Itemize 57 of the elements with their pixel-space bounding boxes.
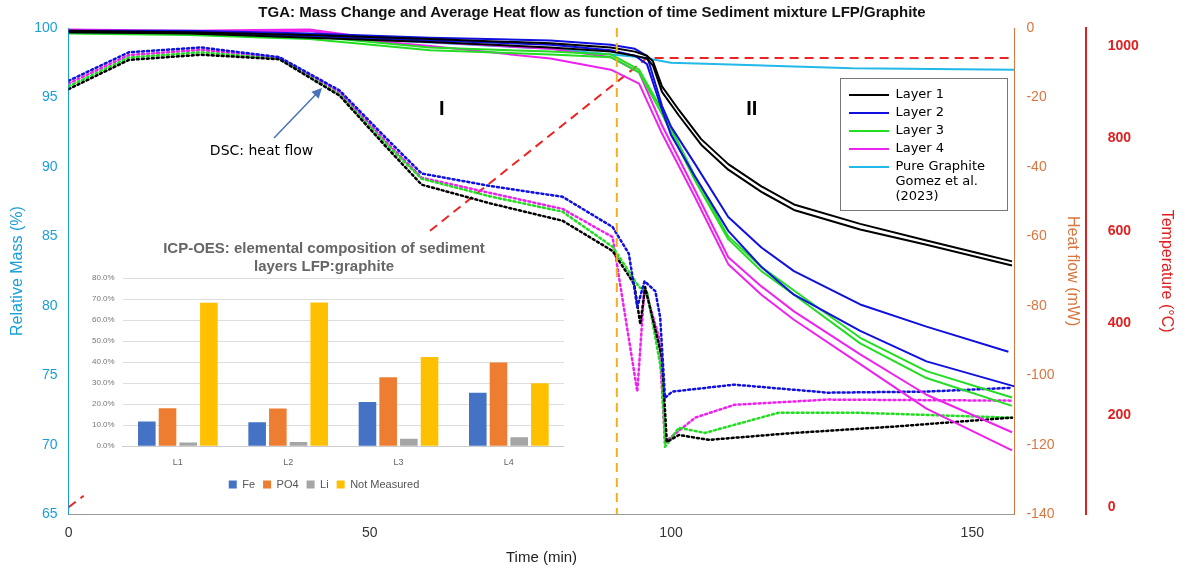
y-tick-label: 100 <box>34 18 58 35</box>
y-tick-label: 80 <box>41 296 58 313</box>
y2-tick-label: -40 <box>1026 157 1047 174</box>
legend-label: Layer 3 <box>895 122 945 137</box>
chart-title: ICP-OES: elemental composition of sediment layers LFP:graphite <box>163 239 485 275</box>
y3-tick-label: 600 <box>1107 221 1132 238</box>
y-tick-label: 0.0% <box>96 441 115 451</box>
y-tick-label: 60.0% <box>92 315 115 325</box>
x-tick-label: 100 <box>659 524 683 541</box>
chart-title: TGA: Mass Change and Average Heat flow as function of time Sediment mixture LFP/Graphite <box>258 3 926 21</box>
legend-label: PO4 <box>276 477 299 490</box>
y-tick-label: 95 <box>41 88 58 105</box>
x-tick-label: 150 <box>960 524 985 541</box>
y2-tick-label: -20 <box>1026 88 1047 105</box>
y-tick-label: 50.0% <box>92 336 115 346</box>
x-tick-label: 50 <box>362 524 378 541</box>
legend-label: Pure Graphite Gomez et al. (2023) <box>895 158 987 203</box>
y-tick-label: 30.0% <box>92 378 115 388</box>
legend-label: Layer 4 <box>895 140 945 155</box>
y-tick-label: 90 <box>41 157 58 174</box>
y2-tick-label: -80 <box>1026 296 1047 313</box>
y2-tick-label: 0 <box>1026 18 1035 35</box>
y-tick-label: 80.0% <box>92 273 115 283</box>
y3-tick-label: 800 <box>1107 129 1132 146</box>
x-tick-label: L1 <box>172 457 183 468</box>
y2-axis-title: Heat flow (mW) <box>1064 215 1082 327</box>
y-tick-label: 85 <box>41 227 58 244</box>
legend-label: Layer 2 <box>895 104 945 119</box>
y-tick-label: 20.0% <box>92 399 115 409</box>
x-tick-label: L4 <box>503 457 514 468</box>
y2-tick-label: -100 <box>1026 366 1055 383</box>
x-tick-label: 0 <box>64 524 73 541</box>
annotation: I <box>439 96 445 120</box>
annotation: II <box>746 96 758 120</box>
x-tick-label: L3 <box>393 457 404 468</box>
legend-label: Layer 1 <box>895 86 945 101</box>
annotation: DSC: heat flow <box>209 141 314 158</box>
y3-tick-label: 0 <box>1107 498 1116 515</box>
legend-label: Fe <box>242 477 256 490</box>
y-tick-label: 75 <box>41 366 58 383</box>
y-tick-label: 10.0% <box>92 420 115 430</box>
y2-tick-label: -120 <box>1026 435 1055 452</box>
y-tick-label: 40.0% <box>92 357 115 367</box>
legend-label: Li <box>320 477 329 490</box>
y3-axis-title: Temperature (°C) <box>1158 209 1176 333</box>
y-tick-label: 70.0% <box>92 294 115 304</box>
y2-tick-label: -60 <box>1026 227 1047 244</box>
legend-label: Not Measured <box>350 477 420 490</box>
y-axis-title: Relative Mass (%) <box>8 206 26 337</box>
y-tick-label: 65 <box>41 505 58 522</box>
y2-tick-label: -140 <box>1026 505 1055 522</box>
y3-tick-label: 1000 <box>1107 37 1140 54</box>
y3-tick-label: 400 <box>1107 313 1132 330</box>
y-tick-label: 70 <box>41 435 58 452</box>
x-axis-title: Time (min) <box>505 548 578 566</box>
x-tick-label: L2 <box>283 457 294 468</box>
y3-tick-label: 200 <box>1107 405 1132 422</box>
